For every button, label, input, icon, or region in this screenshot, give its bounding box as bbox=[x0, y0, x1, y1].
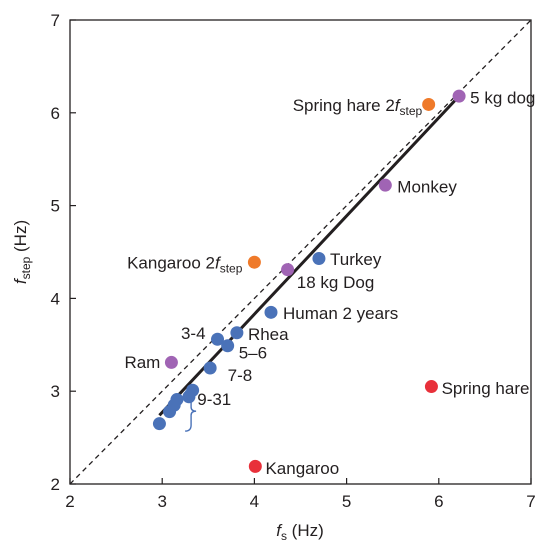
point-label: Spring hare 2fstep bbox=[293, 96, 423, 118]
y-tick-label: 3 bbox=[51, 382, 60, 401]
point-label: Human 2 years bbox=[283, 304, 398, 323]
x-tick-label: 7 bbox=[526, 492, 535, 511]
point-label: 5–6 bbox=[239, 344, 267, 363]
point-label: Rhea bbox=[248, 325, 289, 344]
reference-lines bbox=[70, 20, 531, 484]
point-label: Kangaroo bbox=[265, 459, 339, 478]
plot-frame bbox=[69, 19, 532, 485]
point-label-subscript: step bbox=[220, 262, 243, 276]
x-tick-label: 2 bbox=[65, 492, 74, 511]
axis-ticks: 2 3 4 5 6 7 2 3 4 5 6 7 bbox=[51, 11, 536, 511]
point-label: Spring hare bbox=[442, 379, 530, 398]
x-tick-label: 5 bbox=[342, 492, 351, 511]
point-label: Kangaroo 2fstep bbox=[127, 254, 243, 276]
data-point-blue bbox=[152, 417, 166, 431]
data-point-orange bbox=[247, 255, 261, 269]
point-label: 7-8 bbox=[228, 366, 253, 385]
y-tick-label: 4 bbox=[51, 289, 60, 308]
y-axis-title-main: f bbox=[11, 277, 30, 284]
identity-line bbox=[70, 20, 531, 484]
point-label-symbol: f bbox=[395, 96, 402, 115]
x-axis-title-unit: (Hz) bbox=[287, 521, 324, 540]
data-point-purple bbox=[378, 178, 392, 192]
brace-mark bbox=[185, 390, 197, 432]
y-tick-label: 5 bbox=[51, 197, 60, 216]
point-label: 5 kg dog bbox=[470, 89, 535, 108]
data-point-orange bbox=[422, 97, 436, 111]
point-label-subscript: step bbox=[400, 104, 423, 118]
point-label-text: Kangaroo 2 bbox=[127, 254, 215, 273]
data-point-blue bbox=[203, 361, 217, 375]
data-point-blue bbox=[230, 326, 244, 340]
x-tick-label: 3 bbox=[157, 492, 166, 511]
data-points bbox=[152, 89, 466, 473]
data-point-red bbox=[248, 459, 262, 473]
y-axis-title: fstep (Hz) bbox=[11, 220, 33, 284]
point-label: 9-31 bbox=[197, 390, 231, 409]
point-label-text: Spring hare 2 bbox=[293, 96, 395, 115]
y-axis-title-unit: (Hz) bbox=[11, 220, 30, 257]
y-axis-title-sub: step bbox=[19, 256, 33, 279]
x-axis-title-main: f bbox=[276, 521, 283, 540]
data-point-red bbox=[424, 380, 438, 394]
y-tick-label: 6 bbox=[51, 104, 60, 123]
data-point-purple bbox=[452, 89, 466, 103]
data-point-purple bbox=[281, 263, 295, 277]
point-label-symbol: f bbox=[215, 254, 222, 273]
data-point-blue bbox=[211, 332, 225, 346]
group-brace bbox=[185, 390, 197, 432]
x-tick-label: 4 bbox=[250, 492, 259, 511]
data-point-blue bbox=[170, 393, 184, 407]
point-label: Turkey bbox=[330, 250, 382, 269]
y-tick-label: 2 bbox=[51, 475, 60, 494]
data-point-blue bbox=[312, 251, 326, 265]
point-label: Monkey bbox=[397, 178, 457, 197]
x-axis-title-sub: s bbox=[281, 529, 287, 543]
data-point-blue bbox=[264, 305, 278, 319]
point-label: 18 kg Dog bbox=[297, 273, 375, 292]
data-point-purple bbox=[164, 355, 178, 369]
x-axis-title: fs (Hz) bbox=[276, 521, 324, 543]
data-point-blue bbox=[221, 339, 235, 353]
x-tick-label: 6 bbox=[434, 492, 443, 511]
point-label: Ram bbox=[124, 353, 160, 372]
point-label: 3-4 bbox=[181, 324, 206, 343]
y-tick-label: 7 bbox=[51, 11, 60, 30]
